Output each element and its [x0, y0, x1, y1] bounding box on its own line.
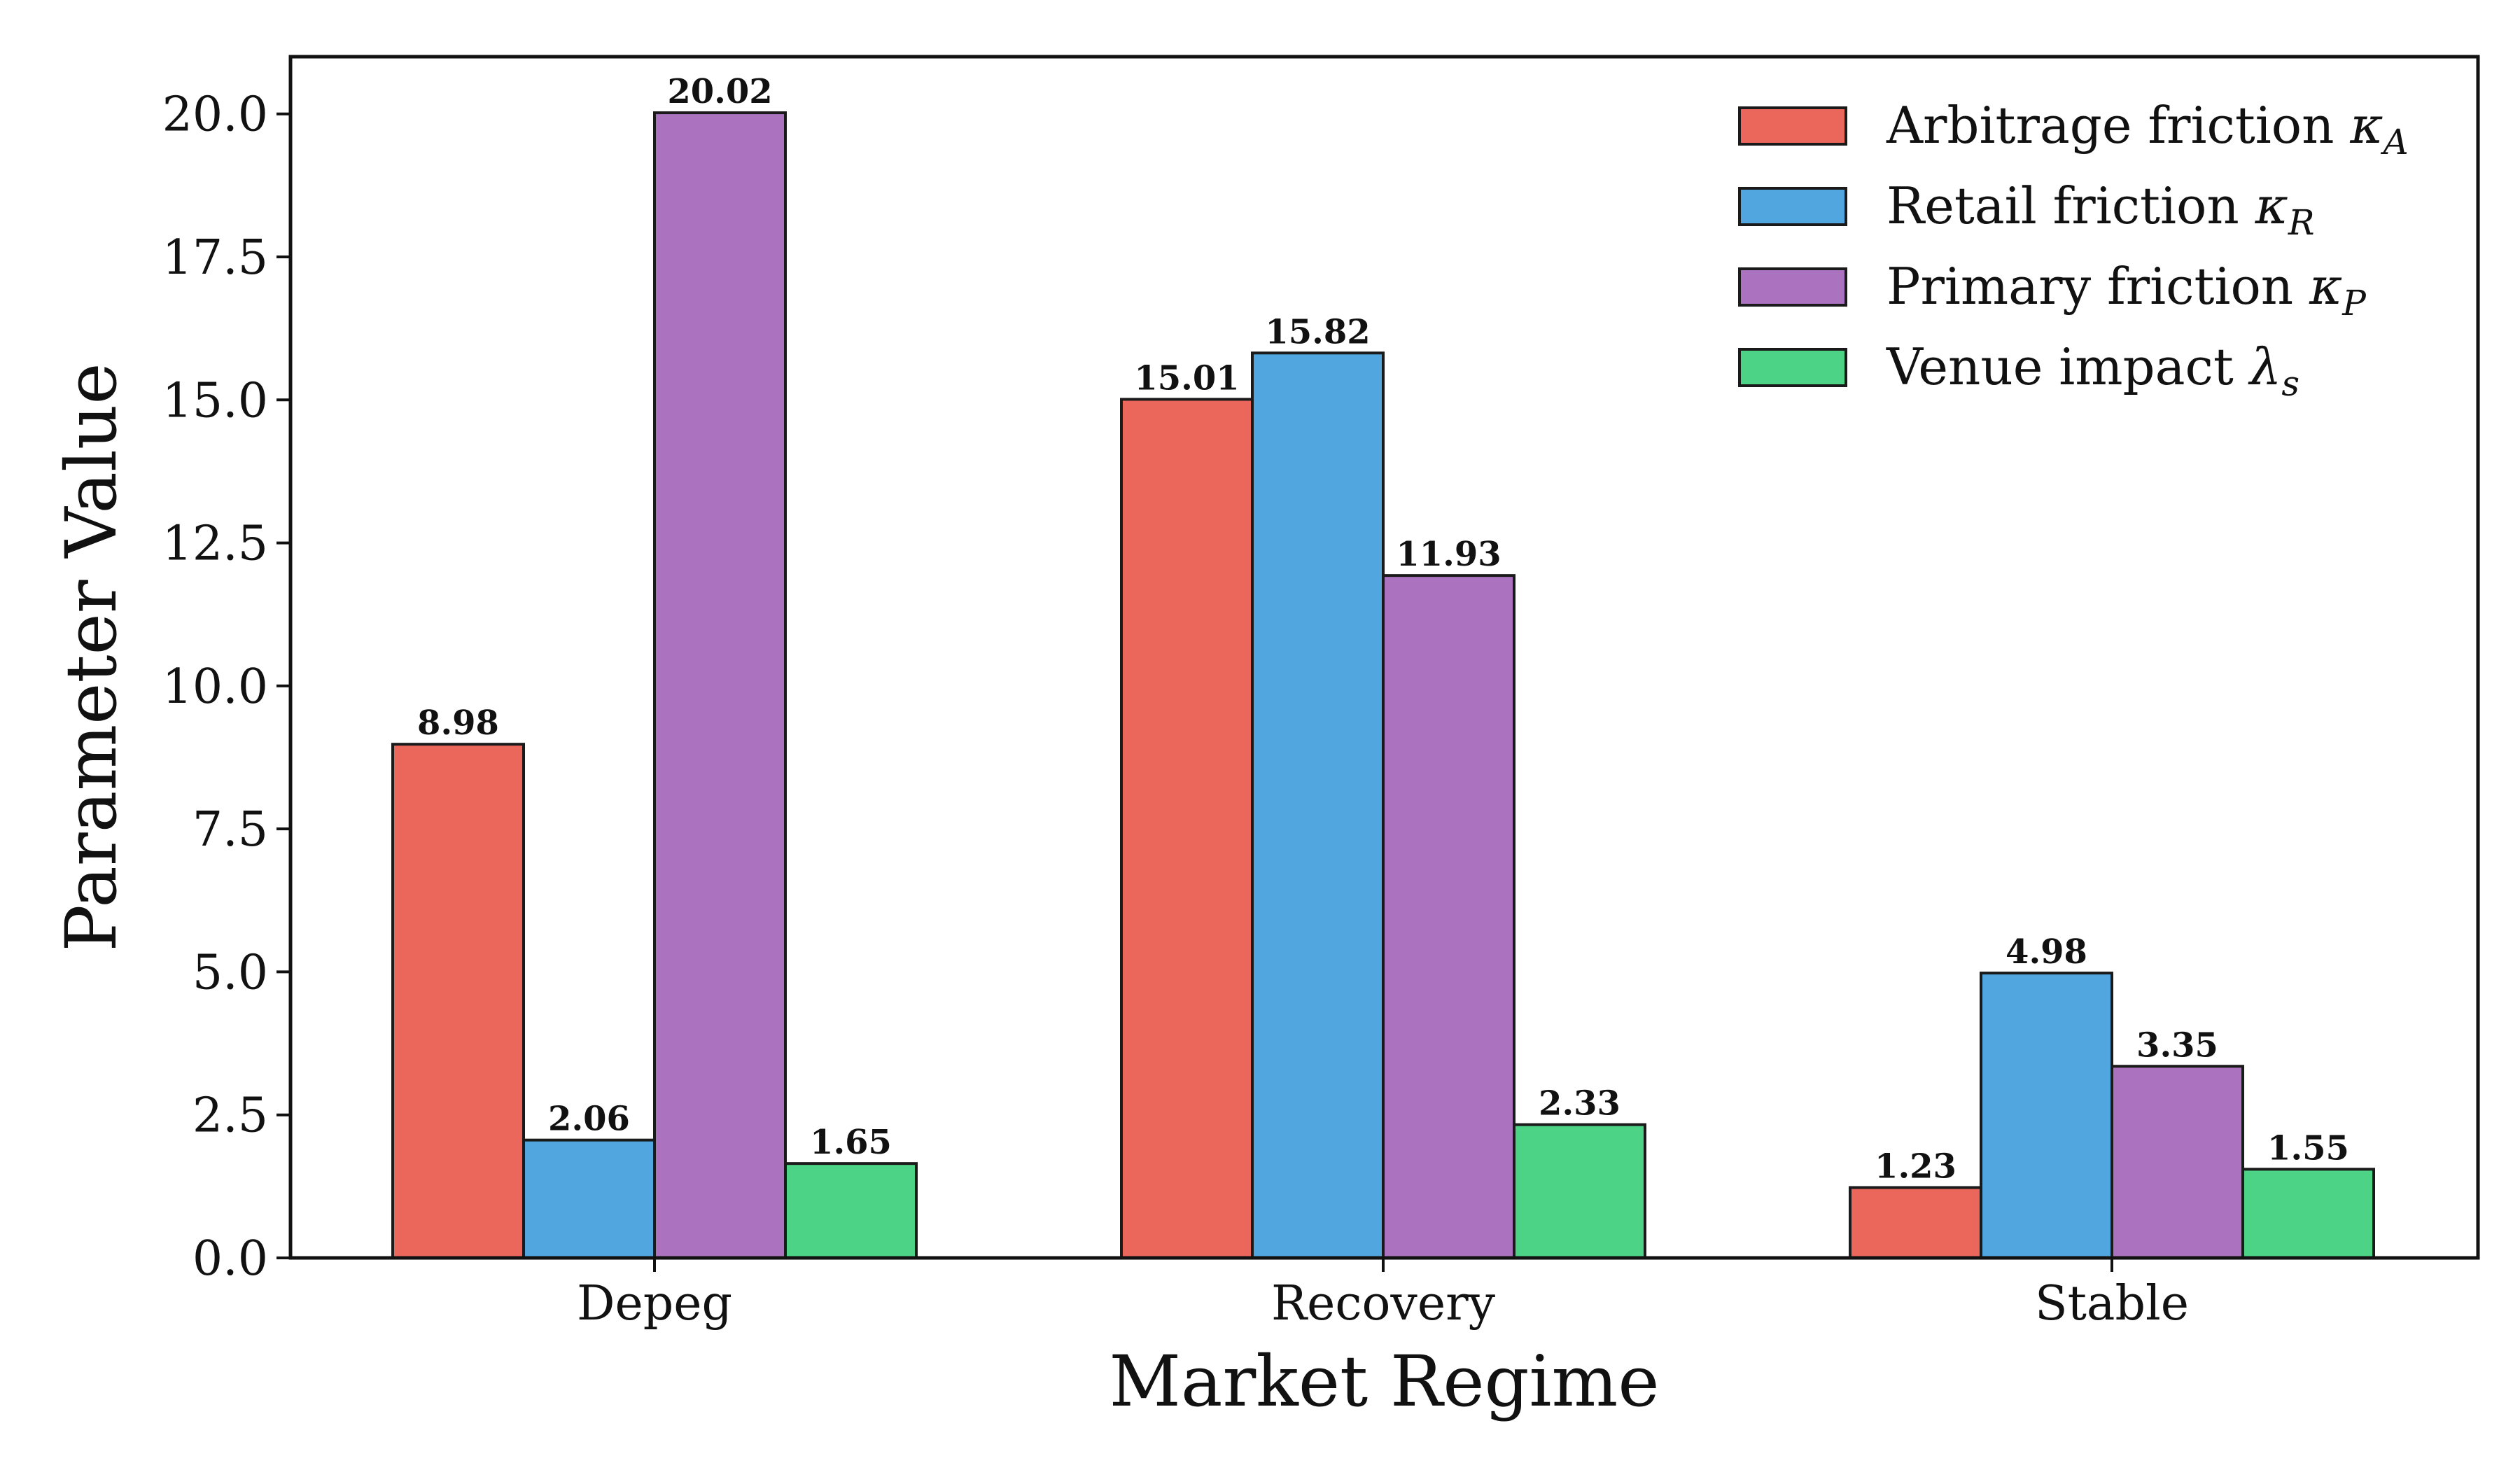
legend-swatch	[1738, 187, 1847, 226]
x-tick-label-depeg: Depeg	[577, 1276, 732, 1331]
legend-swatch	[1738, 348, 1847, 387]
legend-subscript: s	[2281, 363, 2300, 404]
bar-value-label: 1.55	[2267, 1128, 2349, 1168]
bars-layer	[391, 111, 2375, 1260]
legend-subscript: P	[2342, 283, 2367, 323]
legend-swatch	[1738, 106, 1847, 146]
bar-depeg-r	[522, 1138, 656, 1259]
legend-label: Primary friction κP	[1886, 257, 2367, 323]
bar-value-label: 20.02	[667, 72, 772, 111]
bar-value-label: 3.35	[2136, 1026, 2218, 1065]
legend-swatch	[1738, 267, 1847, 307]
bar-stable-a	[1849, 1186, 1982, 1260]
bar-recovery-s	[1513, 1123, 1646, 1259]
y-tick-label: 17.5	[162, 230, 268, 286]
legend-label: Venue impact λs	[1886, 337, 2300, 404]
legend-item-a: Arbitrage friction κA	[1738, 96, 2409, 162]
legend-symbol: κ	[2309, 257, 2342, 316]
bar-recovery-a	[1120, 398, 1254, 1259]
legend-item-s: Venue impact λs	[1738, 337, 2300, 404]
x-axis: Depeg Recovery Stable	[577, 1258, 2189, 1331]
y-tick-label: 15.0	[162, 373, 268, 428]
y-tick-label: 0.0	[192, 1231, 268, 1287]
legend-series-name: Arbitrage friction	[1886, 96, 2350, 155]
bar-stable-s	[2241, 1168, 2375, 1260]
x-tick-label-stable: Stable	[2035, 1276, 2189, 1331]
x-tick-label-recovery: Recovery	[1271, 1276, 1496, 1331]
y-tick-label: 12.5	[162, 517, 268, 572]
bar-value-label: 4.98	[2005, 932, 2087, 972]
bar-value-label: 1.65	[810, 1123, 892, 1162]
legend-symbol: λ	[2248, 337, 2282, 396]
y-tick-label: 7.5	[192, 802, 268, 858]
bar-value-label: 15.82	[1265, 312, 1370, 351]
bar-depeg-s	[784, 1162, 918, 1259]
bar-value-label: 1.23	[1875, 1147, 1956, 1186]
bar-value-label: 2.06	[548, 1100, 630, 1139]
legend-item-p: Primary friction κP	[1738, 257, 2367, 323]
y-axis-title: Parameter Value	[50, 363, 132, 951]
bar-value-label: 15.01	[1134, 358, 1239, 398]
x-axis-title: Market Regime	[1109, 1340, 1659, 1422]
legend-series-name: Primary friction	[1886, 257, 2309, 316]
bar-depeg-p	[653, 111, 787, 1260]
bar-recovery-r	[1251, 351, 1385, 1259]
legend-label: Retail friction κR	[1886, 176, 2314, 243]
legend-item-r: Retail friction κR	[1738, 176, 2314, 243]
bar-labels-layer: 8.98 2.06 20.02 1.65 15.01 15.82 11.93 2.33 1.23…	[417, 72, 2349, 1186]
legend-symbol: κ	[2349, 96, 2383, 155]
bar-value-label: 2.33	[1539, 1084, 1620, 1124]
y-tick-label: 2.5	[192, 1088, 268, 1144]
legend-series-name: Venue impact	[1886, 337, 2250, 396]
y-tick-label: 20.0	[162, 88, 268, 143]
legend-label: Arbitrage friction κA	[1886, 96, 2409, 162]
bar-stable-p	[2110, 1065, 2244, 1260]
y-tick-label: 10.0	[162, 659, 268, 715]
bar-value-label: 11.93	[1396, 535, 1501, 574]
legend-symbol: κ	[2255, 176, 2288, 235]
legend-subscript: A	[2381, 122, 2409, 162]
y-axis: 0.0 2.5 5.0 7.5 10.0 12.5 15.0 17.5 20.0	[162, 88, 290, 1287]
legend-subscript: R	[2288, 202, 2315, 243]
legend-series-name: Retail friction	[1886, 176, 2255, 235]
bar-recovery-p	[1382, 574, 1516, 1259]
y-tick-label: 5.0	[192, 945, 268, 1000]
bar-value-label: 8.98	[417, 704, 499, 743]
bar-depeg-a	[391, 743, 525, 1259]
bar-stable-r	[1980, 972, 2113, 1259]
